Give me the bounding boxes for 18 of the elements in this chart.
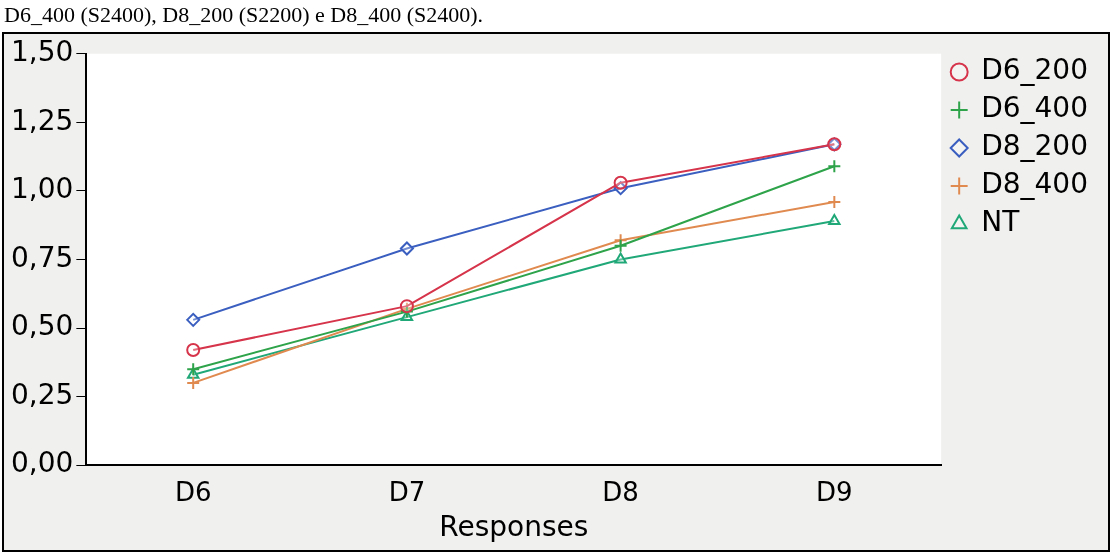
text: D6_400 (S2400), D8_200 (S2200) e D8_400 (S2400). (3, 1, 485, 29)
y-tick-label: 0,25 (11, 377, 74, 411)
x-tick-label: D8 (602, 476, 639, 507)
y-tick-label: 0,00 (11, 446, 74, 480)
y-tick-label: 1,25 (11, 103, 74, 137)
legend-label: NT (981, 205, 1021, 239)
legend-label: D8_400 (981, 167, 1089, 201)
y-tick-label: 0,50 (11, 309, 74, 343)
x-tick-label: D7 (388, 476, 426, 507)
x-axis-title: Responses (439, 510, 589, 544)
legend-label: D6_200 (981, 53, 1089, 87)
y-tick-label: 0,75 (11, 240, 74, 274)
x-tick-label: D9 (816, 476, 853, 507)
y-tick-label: 1,50 (11, 35, 74, 69)
legend-label: D8_200 (981, 129, 1089, 163)
legend-label: D6_400 (981, 91, 1089, 125)
x-tick-label: D6 (174, 476, 212, 507)
y-tick-label: 1,00 (11, 172, 74, 206)
